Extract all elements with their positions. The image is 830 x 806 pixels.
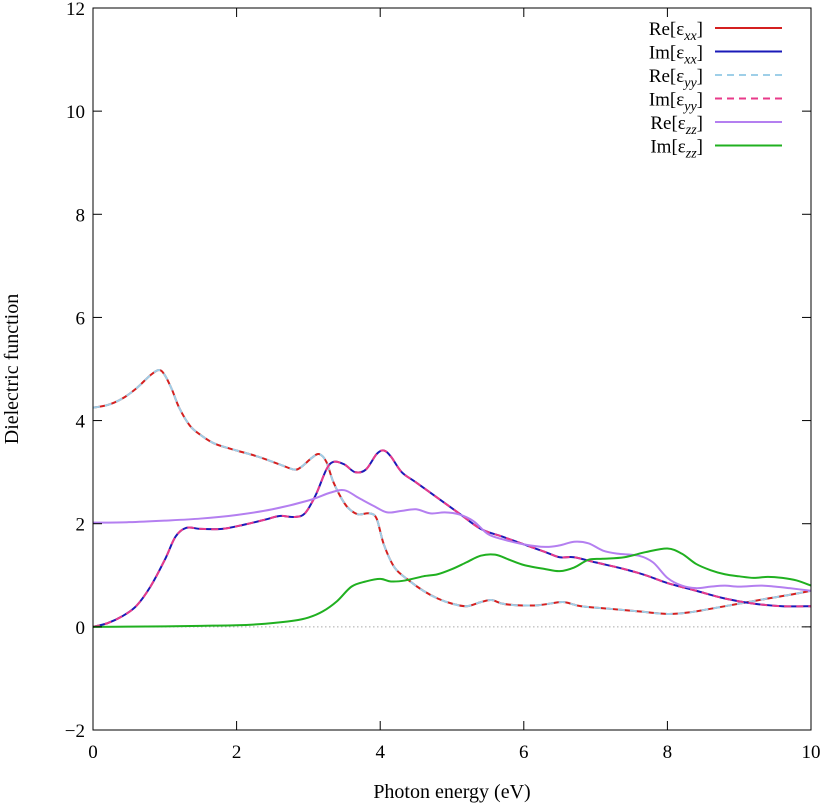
legend: Re[εxx]Im[εxx]Re[εyy]Im[εyy]Re[εzz]Im[εz…: [649, 19, 782, 162]
legend-label: Im[εyy]: [649, 90, 703, 115]
series-line-im-xx: [92, 449, 812, 628]
y-tick-label: 10: [66, 102, 85, 123]
y-tick-label: 4: [76, 412, 86, 433]
legend-entry-im-xx: Im[εxx]: [649, 43, 782, 68]
y-tick-label: −2: [65, 721, 85, 742]
legend-label: Re[εxx]: [649, 19, 703, 44]
y-tick-label: 8: [76, 205, 86, 226]
legend-label: Re[εzz]: [650, 113, 703, 138]
x-tick-label: 10: [802, 742, 821, 763]
legend-entry-re-yy: Re[εyy]: [649, 66, 782, 91]
x-tick-label: 8: [663, 742, 673, 763]
y-tick-label: 12: [66, 0, 85, 20]
legend-label: Im[εzz]: [650, 137, 703, 162]
legend-label: Im[εxx]: [649, 43, 703, 68]
y-axis-label: Dielectric function: [1, 294, 23, 445]
legend-entry-im-zz: Im[εzz]: [650, 137, 782, 162]
plot-frame: [92, 7, 812, 731]
y-tick-label: 6: [76, 308, 86, 329]
x-tick-label: 6: [519, 742, 529, 763]
x-tick-label: 4: [375, 742, 385, 763]
y-tick-label: 0: [76, 618, 86, 639]
series-line-im-zz: [92, 547, 812, 628]
series-line-re-zz: [92, 488, 812, 592]
y-tick-label: 2: [76, 515, 86, 536]
x-tick-label: 2: [232, 742, 242, 763]
x-tick-label: 0: [88, 742, 98, 763]
series-line-re-yy: [92, 369, 812, 615]
legend-entry-re-xx: Re[εxx]: [649, 19, 782, 44]
series-line-im-yy: [92, 449, 812, 628]
series-layer: [92, 369, 812, 628]
legend-entry-im-yy: Im[εyy]: [649, 90, 782, 115]
legend-label: Re[εyy]: [649, 66, 703, 91]
x-axis-label: Photon energy (eV): [373, 781, 530, 803]
series-line-re-xx: [92, 369, 812, 615]
legend-entry-re-zz: Re[εzz]: [650, 113, 782, 138]
